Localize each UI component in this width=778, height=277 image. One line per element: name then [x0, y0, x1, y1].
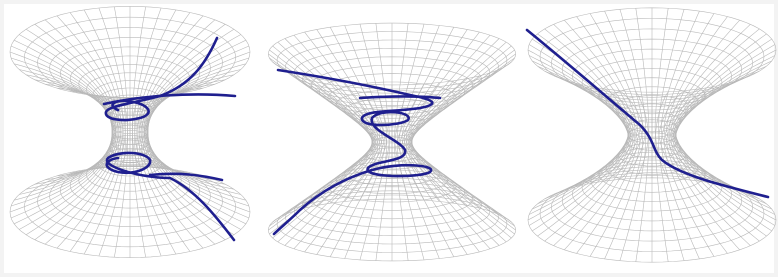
figure	[0, 0, 778, 277]
